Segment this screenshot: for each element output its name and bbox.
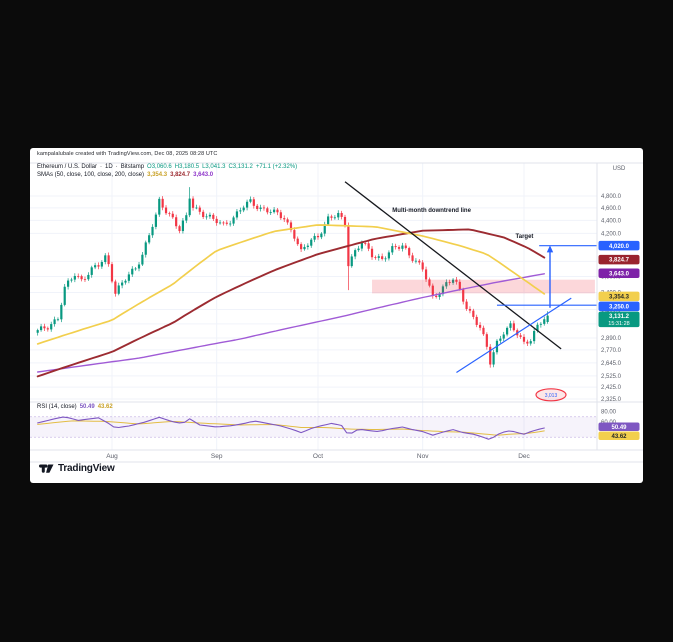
badge-price-text: 3,643.0 [609, 271, 630, 277]
chart-drawings[interactable] [344, 181, 597, 373]
time-axis[interactable]: Aug Sep Oct Nov Dec [106, 453, 530, 460]
attribution-text: kampalalubale created with TradingView.c… [37, 151, 218, 157]
pane-dividers [30, 162, 643, 463]
ohlc-close: C3,131.2 [228, 164, 253, 170]
chart-card: kampalalubale created with TradingView.c… [30, 148, 643, 483]
ohlc-change: +71.1 (+2.32%) [255, 164, 298, 170]
price-axis-label: 4,200.0 [601, 231, 622, 237]
time-axis-label: Aug [106, 453, 118, 460]
rsi-ma-value: 43.62 [97, 404, 113, 410]
symbol-legend[interactable]: Ethereum / U.S. Dollar · 1D · Bitstamp O… [37, 164, 297, 170]
price-axis-label: 2,425.0 [601, 385, 622, 391]
rsi-badge-text: 50.49 [611, 425, 627, 431]
price-axis-label: 2,890.0 [601, 336, 622, 342]
badge-countdown-text: 15:31:28 [608, 321, 629, 327]
price-axis-currency: USD [613, 166, 626, 172]
badge-price-text: 4,020.0 [609, 244, 630, 250]
badge-price-text: 3,354.3 [609, 294, 630, 300]
tradingview-logo-icon [39, 464, 54, 473]
rsi-axis-badge[interactable]: 50.49 [598, 422, 640, 431]
circled-price-text: 3,013 [545, 393, 558, 399]
supply-zone[interactable] [372, 279, 595, 294]
ohlc-high: H3,180.5 [174, 164, 200, 170]
rsi-axis-badge[interactable]: 43.62 [598, 431, 640, 440]
sma50-value: 3,354.3 [147, 172, 168, 178]
badge-price-text: 3,250.0 [609, 304, 630, 310]
badge-price-text: 3,824.7 [609, 258, 630, 264]
exchange-label: Bitstamp [120, 164, 145, 170]
price-axis-badge[interactable]: 3,643.0 [598, 268, 640, 278]
circled-price-annotation[interactable]: 3,013 [535, 388, 567, 402]
annotation-text: Multi-month downtrend line [392, 208, 471, 214]
price-axis-label: 2,645.0 [601, 361, 622, 367]
symbol-title: Ethereum / U.S. Dollar [37, 164, 98, 170]
sma-lines [36, 224, 546, 378]
ohlc-open: O3,060.6 [147, 164, 172, 170]
sma200-value: 3,643.0 [193, 172, 214, 178]
time-axis-label: Oct [313, 453, 323, 460]
rsi-legend-label: RSI (14, close) [37, 404, 77, 410]
price-axis-label: 4,800.0 [601, 194, 622, 200]
price-axis-label: 2,525.0 [601, 374, 622, 380]
price-axis-label: 4,600.0 [601, 206, 622, 212]
tradingview-logo[interactable]: TradingView [39, 463, 115, 474]
rsi-value: 50.49 [79, 404, 95, 410]
price-axis-badge[interactable]: 3,131.215:31:28 [598, 311, 640, 328]
price-axis-label: 2,770.0 [601, 348, 622, 354]
ohlc-low: L3,041.3 [202, 164, 226, 170]
tradingview-logo-text: TradingView [58, 463, 115, 474]
price-axis-badge[interactable]: 3,824.7 [598, 254, 640, 265]
time-axis-label: Nov [417, 453, 429, 460]
sma100-value: 3,824.7 [170, 172, 191, 178]
candlesticks [36, 187, 549, 368]
price-axis-badge[interactable]: 3,354.3 [598, 291, 640, 302]
interval-label[interactable]: 1D [105, 164, 113, 170]
price-axis[interactable]: USD4,800.04,600.04,400.04,200.03,800.03,… [598, 166, 640, 403]
annotation-text: Target [516, 234, 534, 240]
badge-price-text: 3,131.2 [609, 314, 630, 320]
rsi-badge-text: 43.62 [611, 434, 627, 440]
price-axis-label: 4,400.0 [601, 218, 622, 224]
price-axis-badge[interactable]: 4,020.0 [598, 240, 640, 251]
time-axis-label: Sep [211, 453, 223, 460]
drawing-annotations: Multi-month downtrend line Target [392, 208, 533, 240]
legend-separator: · [100, 164, 103, 170]
sma-legend-label: SMAs (50, close, 100, close, 200, close) [37, 172, 145, 178]
sma-legend[interactable]: SMAs (50, close, 100, close, 200, close)… [37, 172, 213, 178]
rsi-axis-label: 80.00 [601, 410, 617, 416]
rsi-legend[interactable]: RSI (14, close) 50.49 43.62 [37, 404, 113, 410]
price-axis-label: 2,325.0 [601, 397, 622, 403]
price-axis-badge[interactable]: 3,250.0 [598, 301, 640, 312]
rsi-lines [37, 416, 545, 440]
grid-lines [30, 163, 597, 450]
chart-canvas[interactable]: 3,013 Multi-month downtrend line Target USD… [30, 148, 643, 483]
time-axis-label: Dec [518, 453, 530, 460]
legend-separator: · [115, 164, 118, 170]
